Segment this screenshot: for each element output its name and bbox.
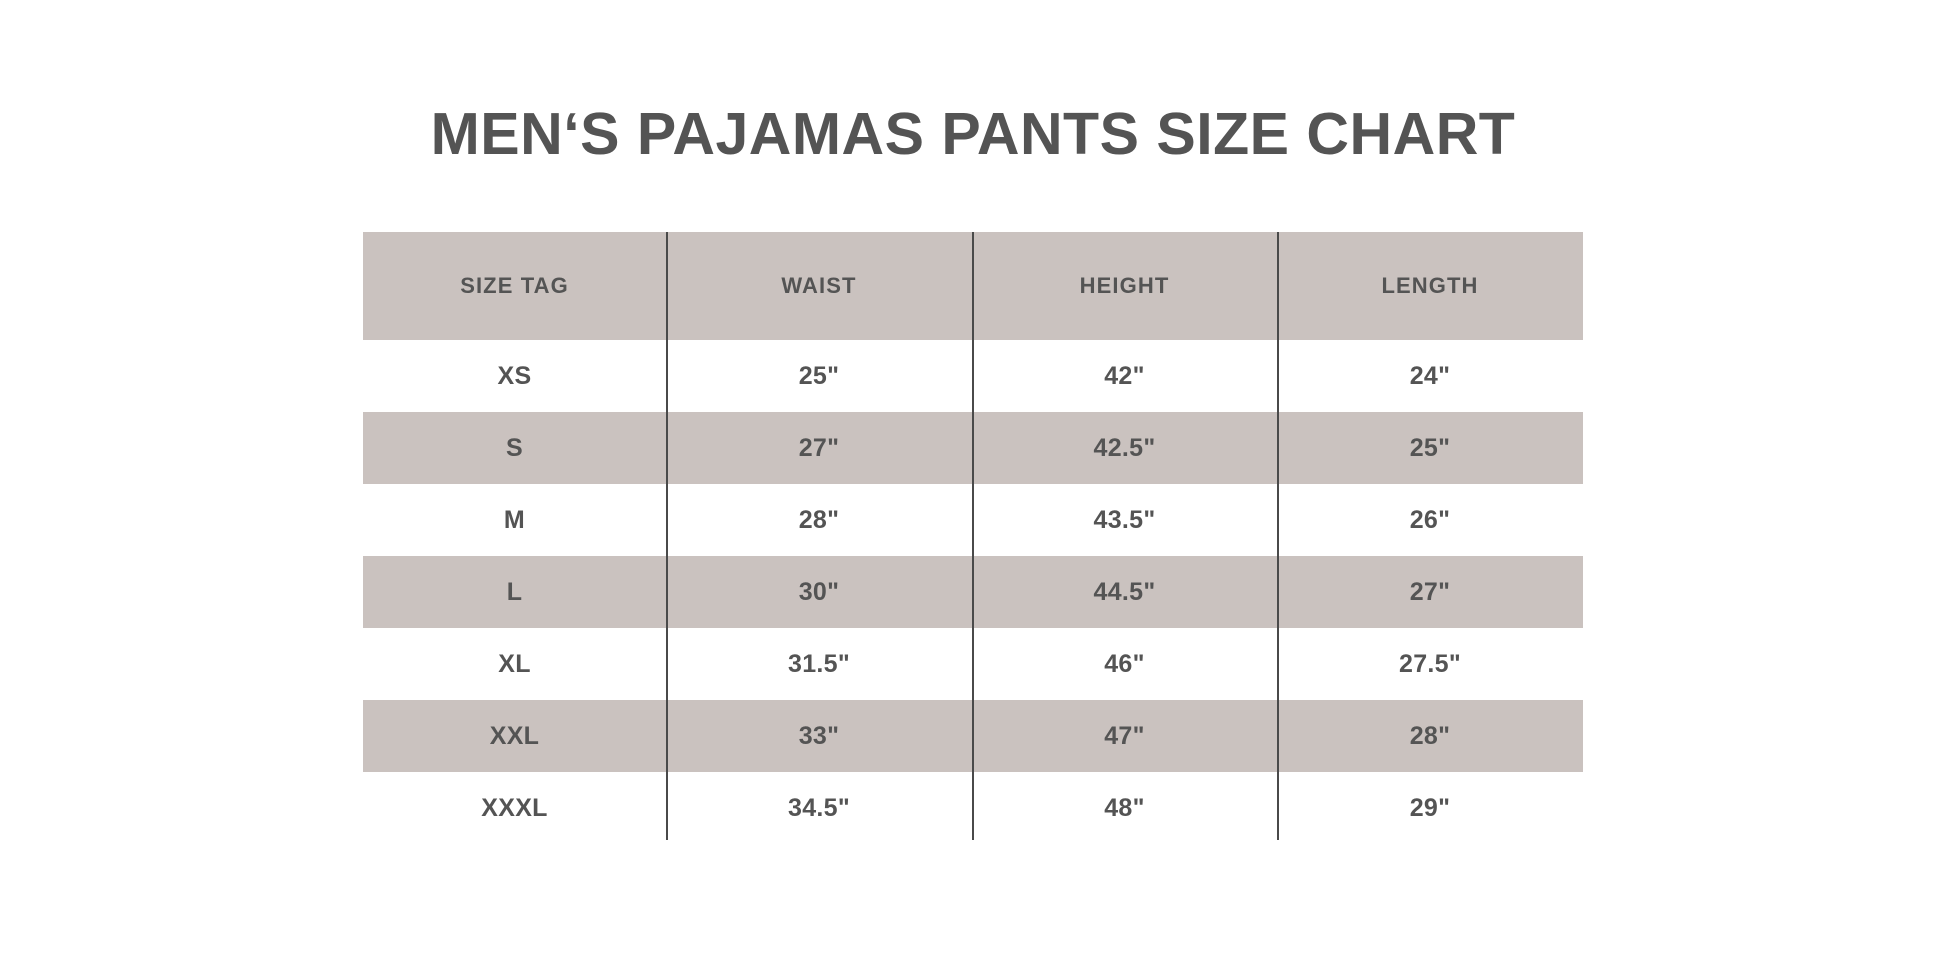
cell-length: 25" [1277, 412, 1583, 484]
cell-height: 43.5" [972, 484, 1277, 556]
cell-height: 42.5" [972, 412, 1277, 484]
table-row: M 28" 43.5" 26" [363, 484, 1583, 556]
page-title: MEN‘S PAJAMAS PANTS SIZE CHART [430, 100, 1516, 167]
table-row: L 30" 44.5" 27" [363, 556, 1583, 628]
cell-length: 27.5" [1277, 628, 1583, 700]
table-row: XS 25" 42" 24" [363, 340, 1583, 412]
cell-size-tag: L [363, 556, 666, 628]
cell-waist: 34.5" [666, 772, 972, 844]
column-divider-2 [972, 232, 974, 840]
column-header-length: LENGTH [1277, 232, 1583, 340]
cell-height: 42" [972, 340, 1277, 412]
column-header-height: HEIGHT [972, 232, 1277, 340]
cell-waist: 27" [666, 412, 972, 484]
cell-waist: 33" [666, 700, 972, 772]
table-header-row: SIZE TAG WAIST HEIGHT LENGTH [363, 232, 1583, 340]
size-chart-table: SIZE TAG WAIST HEIGHT LENGTH XS 25" 42" 24"… [363, 232, 1583, 844]
cell-length: 27" [1277, 556, 1583, 628]
cell-size-tag: M [363, 484, 666, 556]
table-row: XL 31.5" 46" 27.5" [363, 628, 1583, 700]
cell-waist: 31.5" [666, 628, 972, 700]
table-row: XXL 33" 47" 28" [363, 700, 1583, 772]
cell-size-tag: XXL [363, 700, 666, 772]
cell-size-tag: XS [363, 340, 666, 412]
column-divider-3 [1277, 232, 1279, 840]
cell-size-tag: XXXL [363, 772, 666, 844]
cell-length: 26" [1277, 484, 1583, 556]
column-header-waist: WAIST [666, 232, 972, 340]
cell-size-tag: XL [363, 628, 666, 700]
cell-waist: 30" [666, 556, 972, 628]
column-divider-1 [666, 232, 668, 840]
table-row: XXXL 34.5" 48" 29" [363, 772, 1583, 844]
column-header-size-tag: SIZE TAG [363, 232, 666, 340]
cell-length: 29" [1277, 772, 1583, 844]
cell-height: 48" [972, 772, 1277, 844]
cell-waist: 25" [666, 340, 972, 412]
cell-size-tag: S [363, 412, 666, 484]
cell-height: 47" [972, 700, 1277, 772]
table-body: XS 25" 42" 24" S 27" 42.5" 25" M 28" 43.5" 26" L 30" 4… [363, 340, 1583, 844]
table-header: SIZE TAG WAIST HEIGHT LENGTH [363, 232, 1583, 340]
table-row: S 27" 42.5" 25" [363, 412, 1583, 484]
cell-waist: 28" [666, 484, 972, 556]
cell-height: 46" [972, 628, 1277, 700]
cell-length: 28" [1277, 700, 1583, 772]
cell-height: 44.5" [972, 556, 1277, 628]
cell-length: 24" [1277, 340, 1583, 412]
